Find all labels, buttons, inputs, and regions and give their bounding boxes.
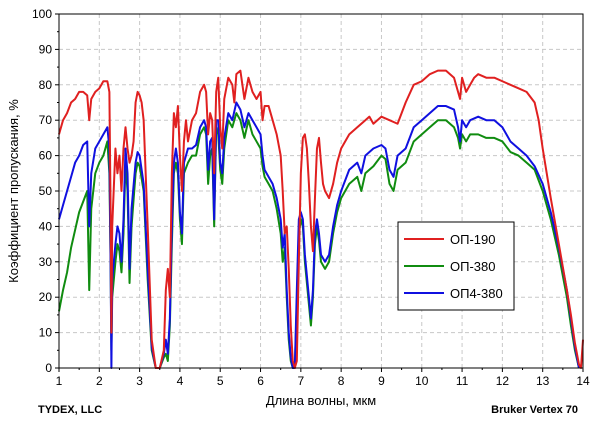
y-tick-label: 70 xyxy=(39,113,53,127)
grid-lines xyxy=(58,13,584,369)
x-tick-label: 10 xyxy=(415,374,429,388)
x-axis-tick-labels: 1 2 3 4 5 6 7 8 9 10 11 12 13 14 xyxy=(56,374,590,388)
series-line-op4-380 xyxy=(58,101,580,369)
y-tick-label: 100 xyxy=(32,7,52,21)
series-line-op-190 xyxy=(58,69,584,369)
x-tick-label: 2 xyxy=(96,374,103,388)
footer-instrument: Bruker Vertex 70 xyxy=(491,404,578,416)
x-tick-label: 6 xyxy=(257,374,264,388)
y-axis-tick-labels: 0 10 20 30 40 50 60 70 80 90 100 xyxy=(32,7,52,375)
x-tick-label: 4 xyxy=(177,374,184,388)
x-tick-label: 3 xyxy=(136,374,143,388)
y-tick-label: 80 xyxy=(39,78,53,92)
x-axis-title: Длина волны, мкм xyxy=(266,393,376,408)
series-layer xyxy=(58,69,584,369)
y-tick-label: 30 xyxy=(39,255,53,269)
x-tick-label: 1 xyxy=(56,374,63,388)
x-tick-label: 9 xyxy=(378,374,385,388)
x-tick-label: 14 xyxy=(576,374,590,388)
x-tick-label: 7 xyxy=(298,374,305,388)
y-tick-label: 0 xyxy=(45,361,52,375)
y-axis-title: Коэффициент пропускания, % xyxy=(6,99,21,283)
axis-ticks xyxy=(55,13,584,372)
footer-company: TYDEX, LLC xyxy=(38,404,103,416)
legend-label-op-380: ОП-380 xyxy=(450,259,495,274)
x-tick-label: 8 xyxy=(338,374,345,388)
x-tick-label: 12 xyxy=(496,374,510,388)
y-tick-label: 20 xyxy=(39,290,53,304)
y-tick-label: 60 xyxy=(39,149,53,163)
legend: ОП-190 ОП-380 ОП4-380 xyxy=(397,221,515,311)
x-tick-label: 5 xyxy=(217,374,224,388)
legend-label-op4-380: ОП4-380 xyxy=(450,286,503,301)
y-tick-label: 10 xyxy=(39,326,53,340)
x-tick-label: 13 xyxy=(536,374,550,388)
x-tick-label: 11 xyxy=(456,374,469,388)
y-tick-label: 50 xyxy=(39,184,53,198)
y-tick-label: 90 xyxy=(39,42,53,56)
y-tick-label: 40 xyxy=(39,219,53,233)
legend-label-op-190: ОП-190 xyxy=(450,232,495,247)
